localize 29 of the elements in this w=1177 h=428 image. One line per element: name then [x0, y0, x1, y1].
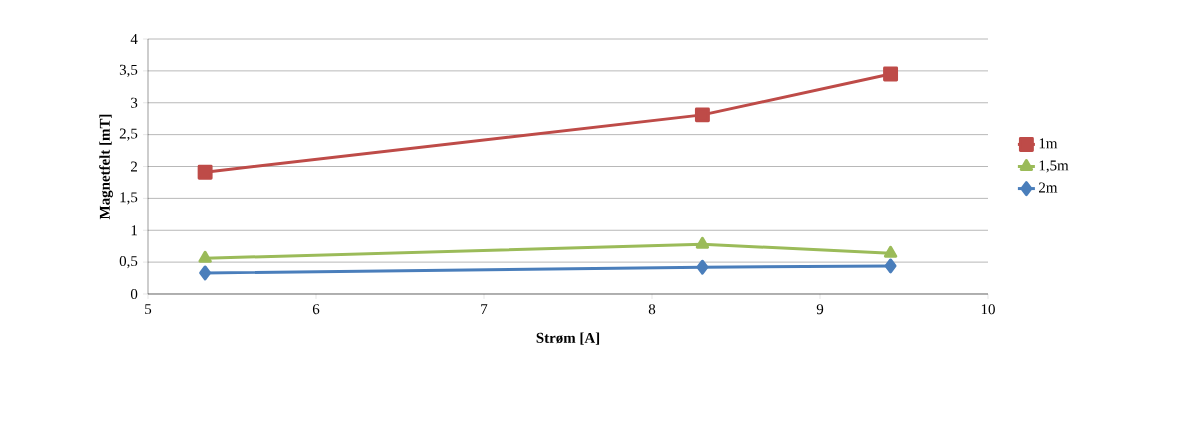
- point: [695, 236, 710, 249]
- x-tick-label: 9: [816, 304, 824, 315]
- y-axis-title: Magnetfelt [mT]: [99, 114, 113, 220]
- y-tick-label: 2: [131, 161, 138, 172]
- point: [198, 250, 212, 263]
- x-tick-label: 7: [481, 304, 488, 314]
- point: [694, 107, 710, 123]
- point: [199, 265, 212, 281]
- x-axis-title: Strøm [A]: [536, 332, 600, 345]
- y-tick-label: 1,5: [120, 192, 138, 205]
- point: [197, 164, 213, 180]
- point: [883, 66, 899, 82]
- legend-label: 2m: [1039, 182, 1058, 193]
- y-tick-label: 0: [130, 288, 138, 300]
- point: [883, 245, 898, 258]
- point: [696, 259, 709, 275]
- y-tick-label: 0,5: [119, 256, 138, 269]
- point: [884, 258, 897, 274]
- x-tick-label: 10: [981, 304, 995, 315]
- y-tick-label: 3,5: [119, 64, 138, 77]
- legend-label: 1m: [1039, 138, 1058, 149]
- y-tick-label: 4: [130, 34, 138, 44]
- x-tick-label: 6: [312, 304, 320, 315]
- x-tick-label: 5: [145, 304, 152, 315]
- y-tick-label: 2,5: [119, 128, 138, 141]
- y-tick-label: 3: [131, 97, 138, 108]
- y-tick-label: 1: [131, 225, 137, 236]
- x-tick-label: 8: [648, 304, 656, 315]
- legend-label: 1,5m: [1039, 160, 1069, 173]
